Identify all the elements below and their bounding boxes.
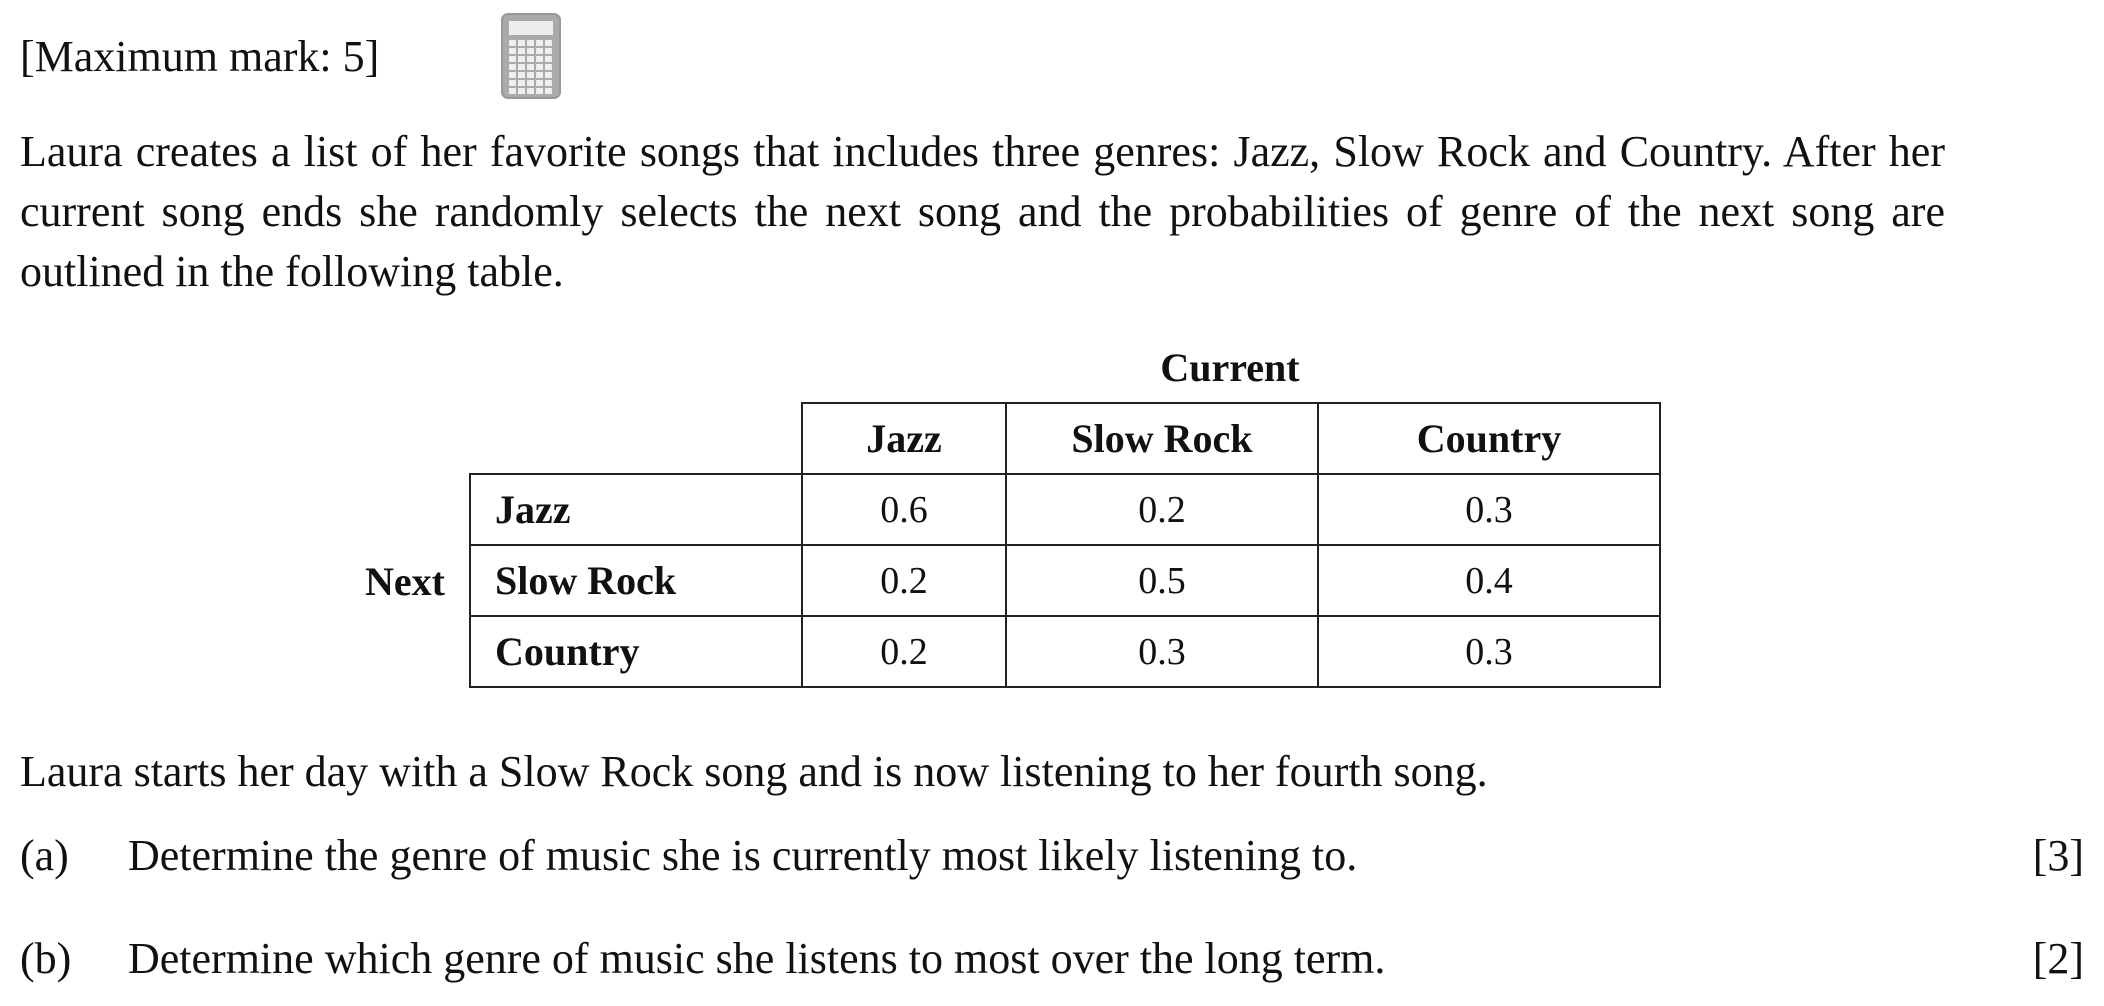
table-row: Jazz 0.6 0.2 0.3	[469, 473, 1661, 546]
part-label: (b)	[20, 934, 72, 983]
probability-cell: 0.4	[1317, 544, 1661, 617]
row-heading: Next	[365, 559, 445, 604]
part-label: (a)	[20, 831, 69, 880]
blank-cell	[470, 403, 803, 475]
probability-cell: 0.2	[801, 615, 1007, 688]
intro-paragraph: Laura creates a list of her favorite son…	[20, 127, 1945, 296]
probability-cell: 0.2	[801, 544, 1007, 617]
part-marks: [3]	[2032, 831, 2084, 880]
table-row: Slow Rock 0.2 0.5 0.4	[469, 544, 1661, 617]
header-row: Jazz Slow Rock Country	[470, 402, 1661, 475]
part-marks: [2]	[2032, 934, 2084, 983]
probability-cell: 0.2	[1005, 473, 1319, 546]
probability-cell: 0.3	[1005, 615, 1319, 688]
probability-cell: 0.3	[1317, 615, 1661, 688]
probability-table: Jazz Slow Rock Country Jazz 0.6 0.2 0.3 Slow Ro…	[469, 402, 1661, 688]
column-header: Country	[1317, 402, 1661, 475]
max-mark: [Maximum mark: 5]	[20, 32, 380, 81]
statement: Laura starts her day with a Slow Rock so…	[20, 747, 1488, 796]
column-heading: Current	[1160, 345, 1300, 390]
probability-cell: 0.5	[1005, 544, 1319, 617]
probability-cell: 0.6	[801, 473, 1007, 546]
part-text: Determine which genre of music she liste…	[128, 934, 1386, 983]
calculator-icon	[501, 13, 561, 99]
column-header: Jazz	[801, 402, 1007, 475]
row-header: Country	[469, 615, 803, 688]
column-header: Slow Rock	[1005, 402, 1319, 475]
table-row: Country 0.2 0.3 0.3	[469, 615, 1661, 688]
row-header: Jazz	[469, 473, 803, 546]
part-text: Determine the genre of music she is curr…	[128, 831, 1358, 880]
row-header: Slow Rock	[469, 544, 803, 617]
probability-cell: 0.3	[1317, 473, 1661, 546]
